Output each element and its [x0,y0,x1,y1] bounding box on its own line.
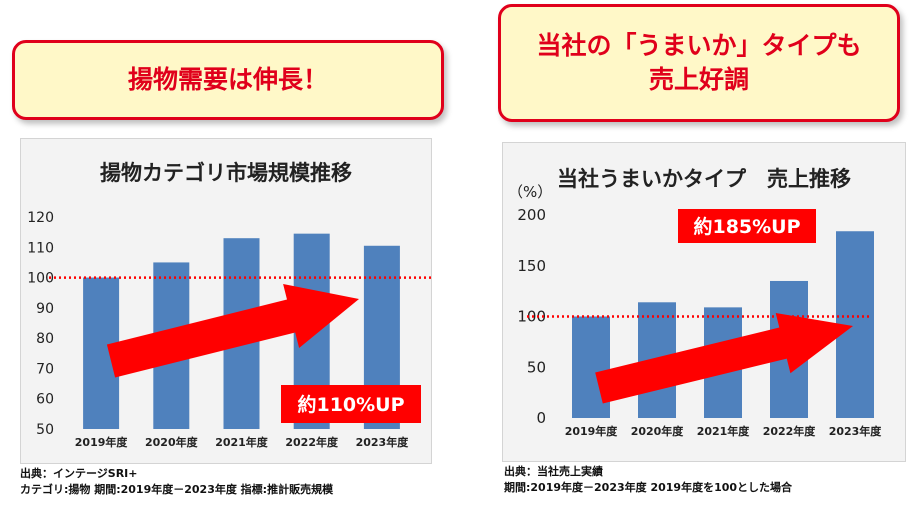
y-tick-label: 120 [27,210,54,226]
y-tick-label: 100 [27,271,54,287]
market-chart-title: 揚物カテゴリ市場規模推移 [100,161,352,185]
x-tick-label: 2020年度 [145,435,199,449]
x-tick-label: 2023年度 [829,424,883,438]
x-tick-label: 2021年度 [697,424,751,438]
sales-chart-title: 当社うまいかタイプ 売上推移 [557,167,851,191]
footnote-right: 出典：当社売上実績 期間:2019年度－2023年度 2019年度を100とした… [504,464,792,496]
footnote-left-detail: カテゴリ:揚物 期間:2019年度－2023年度 指標:推計販売規模 [20,483,334,496]
footnote-left: 出典：インテージSRI+ カテゴリ:揚物 期間:2019年度－2023年度 指標… [20,466,333,498]
y-tick-label: 90 [36,301,54,317]
trend-arrow [595,313,853,404]
sales-chart-svg: 200 150 100 50 0 2019年度 2020年度 2021年度 2022年度 2023… [508,183,883,438]
x-tick-label: 2022年度 [763,424,817,438]
headline-banner-right: 当社の「うまいか」タイプも 売上好調 [498,4,900,122]
headline-right-line2: 売上好調 [648,65,749,94]
footnote-right-source: 出典：当社売上実績 [504,465,603,478]
y-tick-label: 150 [517,257,546,275]
headline-banner-left: 揚物需要は伸長！ [12,40,444,120]
market-chart-svg: 120 110 100 90 80 70 60 50 2019年度 2020年度 2021年度 202… [27,210,431,449]
x-tick-label: 2021年度 [215,435,269,449]
y-tick-label: 100 [517,308,546,326]
x-tick-label: 2022年度 [285,435,339,449]
y-tick-label: 50 [527,358,546,376]
x-tick-label: 2023年度 [356,435,410,449]
growth-badge [678,209,816,243]
growth-badge-label: 約110%UP [297,393,404,416]
y-tick-label: 80 [36,331,54,347]
growth-badge-label: 約185%UP [693,215,800,238]
y-tick-label: 0 [536,409,546,427]
y-tick-label: 70 [36,361,54,377]
x-tick-label: 2019年度 [75,435,129,449]
y-tick-label: 200 [517,206,546,224]
y-unit-label: （%） [508,183,552,201]
footnote-right-detail: 期間:2019年度－2023年度 2019年度を100とした場合 [504,481,793,494]
headline-right-line1: 当社の「うまいか」タイプも [536,31,862,61]
growth-badge [281,385,421,423]
sales-chart-panel: 当社うまいかタイプ 売上推移 200 150 100 50 0 2019年度 2020年度 2… [502,142,906,462]
y-tick-label: 110 [27,240,54,256]
x-tick-label: 2019年度 [565,424,619,438]
x-tick-label: 2020年度 [631,424,685,438]
footnote-left-source: 出典：インテージSRI+ [20,467,138,480]
y-tick-label: 50 [36,422,54,438]
y-tick-label: 60 [36,392,54,408]
headline-left-text: 揚物需要は伸長！ [127,65,328,95]
trend-arrow [106,284,360,378]
market-chart-panel: 揚物カテゴリ市場規模推移 120 110 100 90 80 70 60 50 2019年度 20… [20,138,432,464]
